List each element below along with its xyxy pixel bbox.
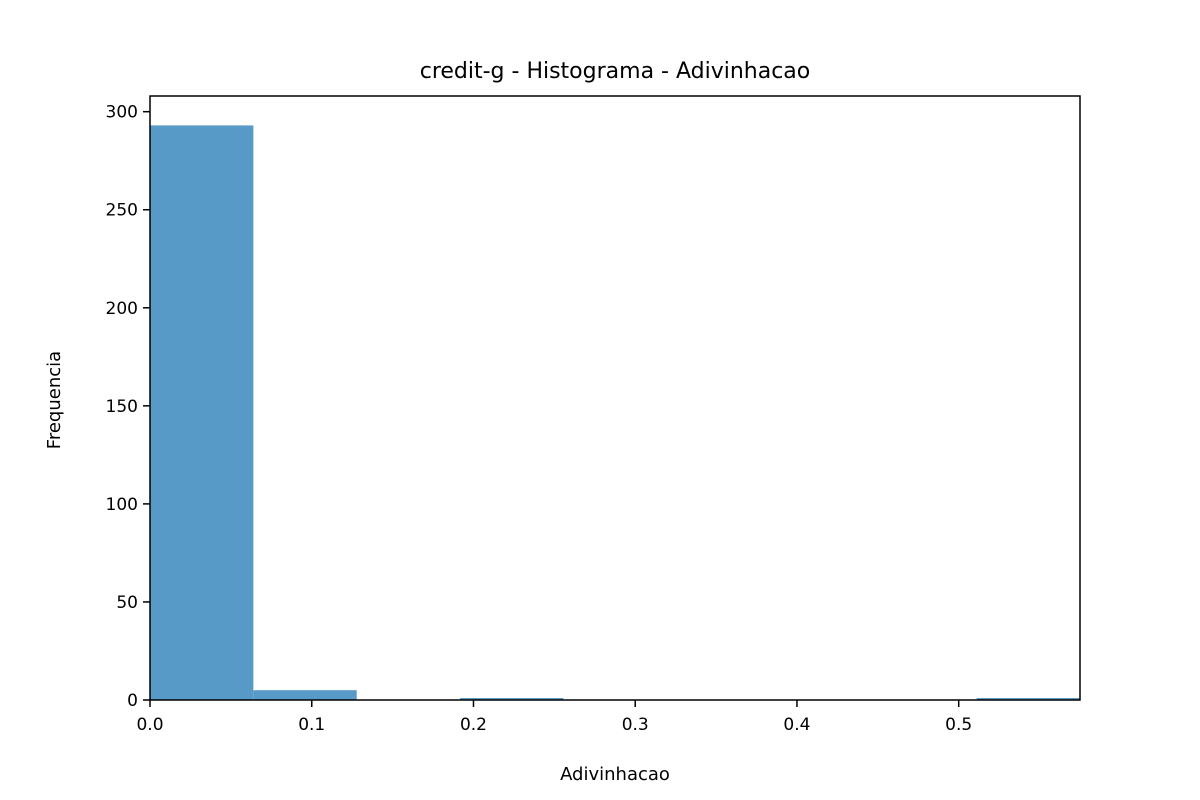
y-tick-label: 250: [106, 201, 138, 221]
histogram-bar-8: [976, 698, 1080, 700]
y-tick-label: 50: [116, 593, 138, 613]
x-tick-label: 0.5: [945, 715, 972, 735]
chart-title: credit-g - Histograma - Adivinhacao: [420, 59, 811, 84]
x-axis-label: Adivinhacao: [560, 764, 670, 785]
x-tick-label: 0.1: [298, 715, 325, 735]
histogram-bar-0: [150, 125, 254, 700]
y-tick-label: 100: [106, 495, 138, 515]
x-axis-ticks: 0.0 0.1 0.2 0.3 0.4 0.5: [136, 700, 972, 735]
x-tick-label: 0.2: [460, 715, 487, 735]
y-tick-label: 300: [106, 103, 138, 123]
histogram-bar-1: [253, 690, 357, 700]
y-axis-ticks: 0 50 100 150 200 250 300: [106, 103, 150, 711]
y-tick-label: 200: [106, 299, 138, 319]
y-axis-label: Frequencia: [44, 351, 65, 449]
histogram-bar-3: [460, 698, 564, 700]
y-tick-label: 0: [127, 691, 138, 711]
x-tick-label: 0.0: [136, 715, 163, 735]
x-tick-label: 0.4: [783, 715, 810, 735]
x-tick-label: 0.3: [622, 715, 649, 735]
bars-group: [150, 125, 1080, 700]
plot-frame: [149, 95, 1081, 701]
y-tick-label: 150: [106, 397, 138, 417]
